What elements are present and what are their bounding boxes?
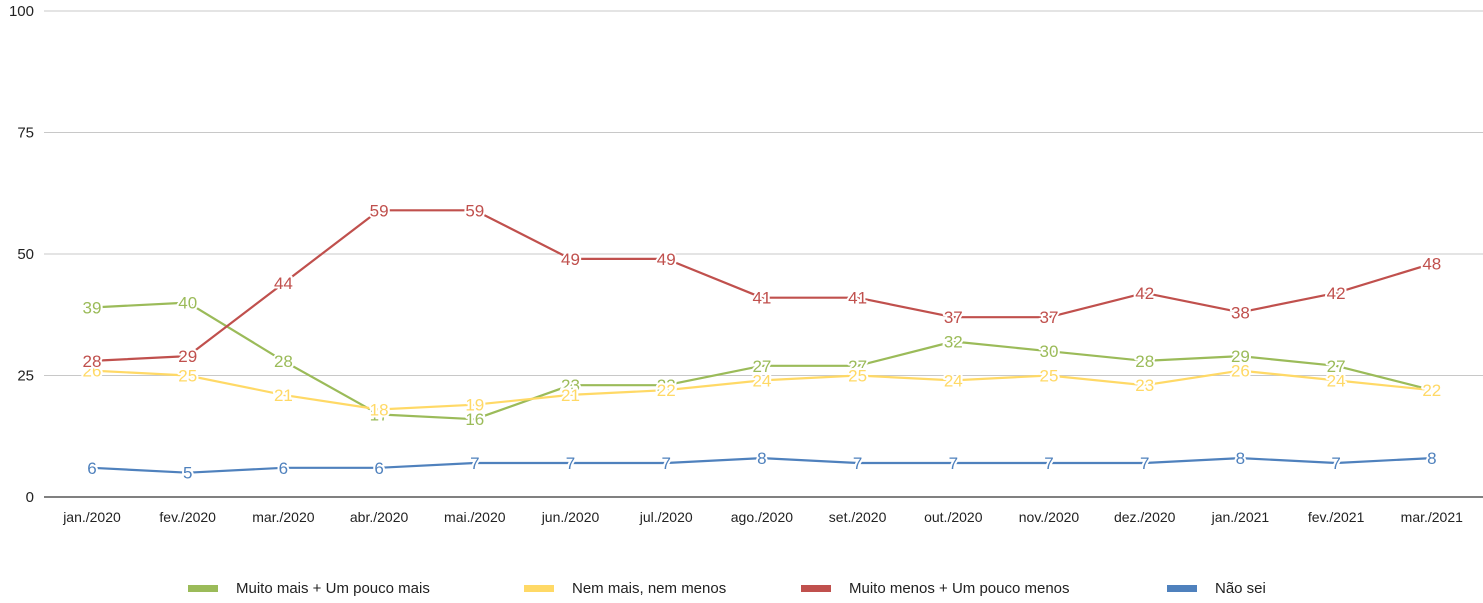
data-label: 7: [1140, 454, 1149, 473]
data-label: 7: [566, 454, 575, 473]
data-label: 7: [661, 454, 670, 473]
data-label: 42: [1135, 284, 1154, 303]
data-label: 28: [1135, 352, 1154, 371]
data-label: 25: [1040, 367, 1059, 386]
legend-label: Não sei: [1215, 580, 1266, 597]
data-label: 41: [848, 289, 867, 308]
data-label: 59: [465, 201, 484, 220]
data-label: 23: [657, 376, 676, 395]
y-tick-label: 75: [17, 125, 34, 142]
data-label: 38: [1231, 303, 1250, 322]
y-tick-label: 100: [9, 3, 34, 20]
data-label: 22: [657, 381, 676, 400]
x-tick-label: mar./2021: [1401, 509, 1463, 525]
data-label: 19: [465, 396, 484, 415]
data-label: 28: [274, 352, 293, 371]
data-label: 21: [561, 386, 580, 405]
x-tick-label: dez./2020: [1114, 509, 1176, 525]
data-label: 22: [1422, 381, 1441, 400]
data-label: 6: [374, 459, 383, 478]
series-lines: [91, 209, 1433, 474]
data-label: 25: [848, 367, 867, 386]
data-label: 7: [1331, 454, 1340, 473]
x-tick-label: ago./2020: [731, 509, 793, 525]
data-label: 8: [1236, 449, 1245, 468]
data-label: 48: [1422, 255, 1441, 274]
x-tick-label: nov./2020: [1019, 509, 1080, 525]
data-label: 44: [274, 274, 293, 293]
data-label: 7: [1044, 454, 1053, 473]
data-label: 23: [561, 376, 580, 395]
data-label: 49: [657, 250, 676, 269]
data-label: 39: [83, 298, 102, 317]
legend: Muito mais + Um pouco mais Nem mais, nem …: [188, 580, 1266, 597]
y-tick-label: 25: [17, 368, 34, 385]
data-label: 8: [1427, 449, 1436, 468]
data-label: 23: [1135, 376, 1154, 395]
legend-swatch: [1167, 585, 1197, 592]
data-label: 7: [853, 454, 862, 473]
x-tick-label: mar./2020: [252, 509, 314, 525]
x-tick-label: jul./2020: [639, 509, 693, 525]
legend-swatch: [524, 585, 554, 592]
data-label: 26: [83, 362, 102, 381]
data-label: 7: [949, 454, 958, 473]
data-label: 42: [1327, 284, 1346, 303]
data-label: 6: [279, 459, 288, 478]
data-label: 32: [944, 332, 963, 351]
legend-label: Nem mais, nem menos: [572, 580, 726, 597]
data-label: 29: [178, 347, 197, 366]
data-label: 26: [1231, 362, 1250, 381]
data-label: 40: [178, 294, 197, 313]
series-line-1: [91, 369, 1432, 411]
data-label: 6: [87, 459, 96, 478]
data-label: 18: [370, 401, 389, 420]
data-label: 22: [1422, 381, 1441, 400]
data-label: 5: [183, 464, 192, 483]
x-tick-label: jan./2021: [1211, 509, 1270, 525]
series-line-3: [91, 457, 1432, 474]
data-label: 24: [944, 371, 963, 390]
data-label: 49: [561, 250, 580, 269]
data-label: 24: [752, 371, 771, 390]
y-tick-label: 50: [17, 246, 34, 263]
data-label: 17: [370, 405, 389, 424]
data-label: 30: [1040, 342, 1059, 361]
y-tick-label: 0: [26, 489, 34, 506]
x-tick-label: out./2020: [924, 509, 983, 525]
data-labels: 39 40 28 17 16 23 23 27 27 32 30 28 29 27 22 26 25 21 18 19…: [81, 199, 1444, 484]
data-label: 37: [1040, 308, 1059, 327]
data-label: 27: [848, 357, 867, 376]
x-tick-label: set./2020: [829, 509, 887, 525]
data-label: 27: [1327, 357, 1346, 376]
series-line-2: [91, 209, 1433, 362]
data-label: 8: [757, 449, 766, 468]
data-label: 7: [470, 454, 479, 473]
data-label: 27: [752, 357, 771, 376]
x-tick-label: fev./2021: [1308, 509, 1365, 525]
x-axis-labels: jan./2020 fev./2020 mar./2020 abr./2020 mai.…: [62, 509, 1463, 525]
data-label: 29: [1231, 347, 1250, 366]
legend-swatch: [188, 585, 218, 592]
legend-label: Muito mais + Um pouco mais: [236, 580, 430, 597]
x-tick-label: jun./2020: [541, 509, 600, 525]
data-label: 41: [752, 289, 771, 308]
data-label: 25: [178, 367, 197, 386]
data-label: 24: [1327, 371, 1346, 390]
legend-swatch: [801, 585, 831, 592]
x-tick-label: fev./2020: [159, 509, 216, 525]
x-tick-label: abr./2020: [350, 509, 409, 525]
x-tick-label: jan./2020: [62, 509, 121, 525]
data-label: 37: [944, 308, 963, 327]
legend-label: Muito menos + Um pouco menos: [849, 580, 1070, 597]
data-label: 59: [370, 201, 389, 220]
data-label: 16: [465, 410, 484, 429]
data-label: 28: [83, 352, 102, 371]
series-line-0: [91, 301, 1433, 421]
data-label: 21: [274, 386, 293, 405]
x-tick-label: mai./2020: [444, 509, 506, 525]
